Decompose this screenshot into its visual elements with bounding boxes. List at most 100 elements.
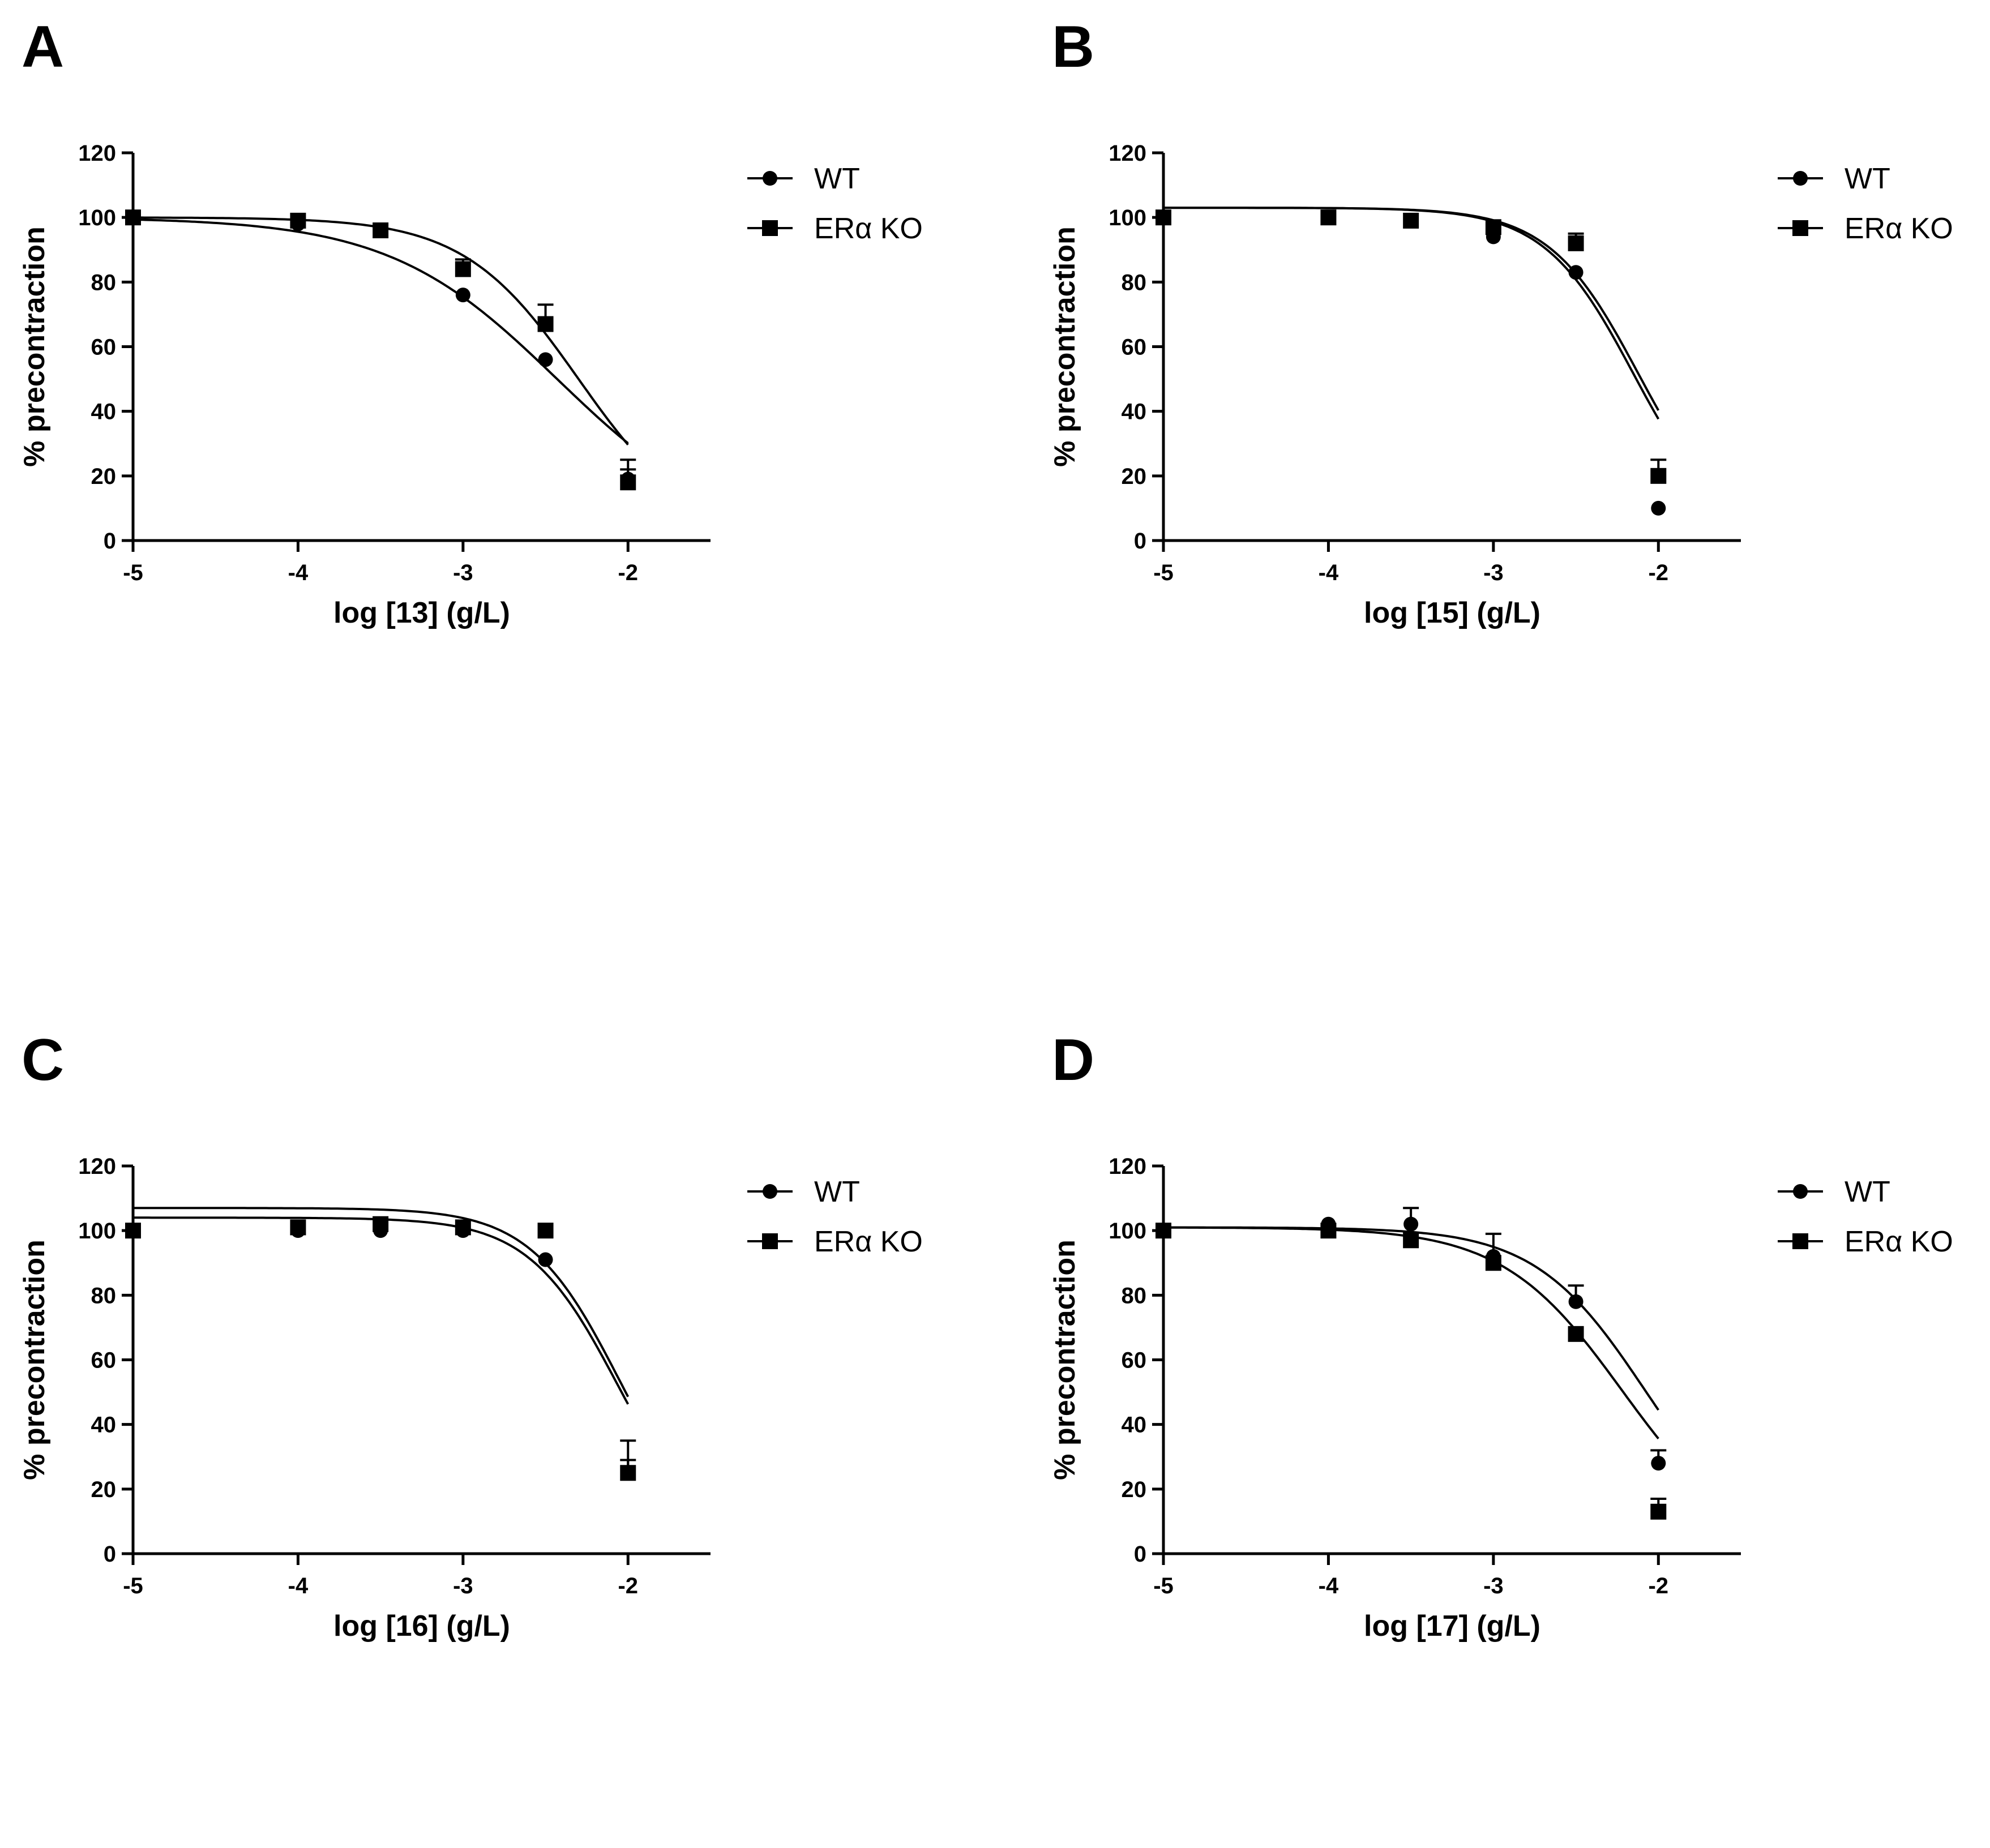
x-tick-label: -3: [1483, 560, 1504, 585]
y-axis-title: % precontraction: [1049, 226, 1081, 467]
legend-label: WT: [814, 162, 860, 195]
legend-marker-era-ko: [1792, 220, 1808, 236]
chart-svg: D 0 20 40 60 80 100 120 -5 -4 -3 -2 log [17] (g/L) % …: [1049, 1027, 1953, 1643]
x-axis-title: log [13] (g/L): [333, 597, 510, 629]
y-tick-label: 60: [91, 335, 117, 360]
fit-curve-era-ko: [133, 216, 629, 445]
x-tick-label: -2: [618, 560, 638, 585]
data-point-era-ko: [1403, 1232, 1419, 1249]
figure: A 0 20 40 60 80 100 120 -5 -4 -3 -2 log [13] (g/L) % …: [18, 14, 1953, 1643]
y-tick-label: 100: [1109, 205, 1146, 230]
y-tick-label: 100: [78, 1219, 116, 1244]
panel-c: C 0 20 40 60 80 100 120 -5 -4 -3 -2 log [16] (g/L) % …: [0, 1013, 995, 1848]
x-axis-title: log [16] (g/L): [333, 1610, 510, 1643]
chart-svg: B 0 20 40 60 80 100 120 -5 -4 -3 -2 log [15] (g/L) % …: [1049, 14, 1953, 629]
data-point-era-ko: [455, 1219, 471, 1236]
legend-label: ERα KO: [1845, 1225, 1953, 1258]
x-tick-label: -3: [1483, 1573, 1504, 1598]
legend-marker-era-ko: [762, 220, 778, 236]
y-tick-label: 0: [104, 529, 116, 554]
y-tick-label: 40: [91, 1413, 117, 1438]
fit-curve-era-ko: [1163, 207, 1660, 411]
legend-marker-wt: [763, 1184, 777, 1199]
fit-curve-wt: [1163, 207, 1660, 420]
legend-label: ERα KO: [1845, 212, 1953, 245]
data-point-era-ko: [537, 316, 554, 332]
y-axis-title: % precontraction: [18, 1240, 51, 1480]
y-tick-label: 80: [91, 270, 117, 295]
fit-curve-era-ko: [1163, 1226, 1659, 1439]
y-tick-label: 0: [104, 1542, 116, 1567]
y-tick-label: 60: [1122, 335, 1147, 360]
y-tick-label: 80: [91, 1283, 117, 1308]
legend-label: WT: [814, 1176, 860, 1208]
x-tick-label: -4: [1319, 1573, 1339, 1598]
data-point-wt: [1568, 1294, 1584, 1309]
y-tick-label: 60: [91, 1348, 117, 1373]
data-point-era-ko: [373, 222, 389, 238]
data-point-wt: [538, 1252, 553, 1267]
x-tick-label: -5: [1153, 560, 1174, 585]
data-point-era-ko: [537, 1223, 554, 1239]
y-tick-label: 20: [91, 464, 117, 489]
data-point-era-ko: [1650, 468, 1667, 484]
panel-letter: B: [1052, 14, 1094, 80]
data-point-era-ko: [1403, 212, 1419, 229]
legend-label: WT: [1845, 162, 1890, 195]
x-axis-title: log [15] (g/L): [1364, 597, 1540, 629]
panel-letter: C: [22, 1027, 64, 1093]
chart-svg: C 0 20 40 60 80 100 120 -5 -4 -3 -2 log [16] (g/L) % …: [18, 1027, 923, 1643]
data-point-era-ko: [373, 1216, 389, 1232]
panel-letter: D: [1052, 1027, 1094, 1093]
fit-curve-wt: [132, 218, 629, 444]
legend-marker-wt: [1793, 1184, 1808, 1199]
y-tick-label: 80: [1122, 1283, 1147, 1308]
x-tick-label: -5: [123, 560, 143, 585]
y-tick-label: 20: [1122, 1477, 1147, 1502]
y-tick-label: 60: [1122, 1348, 1147, 1373]
data-point-era-ko: [1320, 1223, 1337, 1239]
x-tick-label: -5: [1153, 1573, 1174, 1598]
fit-curve-wt: [1163, 1226, 1659, 1411]
y-tick-label: 120: [1109, 1154, 1146, 1179]
x-tick-label: -3: [453, 560, 473, 585]
panel-d: D 0 20 40 60 80 100 120 -5 -4 -3 -2 log [17] (g/L) % …: [1030, 1013, 1990, 1848]
x-tick-label: -5: [123, 1573, 143, 1598]
legend-marker-wt: [763, 171, 777, 186]
x-axis-title: log [17] (g/L): [1364, 1610, 1540, 1643]
legend-label: WT: [1845, 1176, 1890, 1208]
x-tick-label: -4: [288, 1573, 309, 1598]
x-tick-label: -4: [1319, 560, 1339, 585]
legend-label: ERα KO: [814, 212, 923, 245]
legend-marker-wt: [1793, 171, 1808, 186]
data-point-wt: [1651, 500, 1666, 516]
y-tick-label: 40: [1122, 1413, 1147, 1438]
x-tick-label: -2: [1648, 560, 1668, 585]
data-point-era-ko: [290, 1219, 306, 1236]
panel-letter: A: [22, 14, 64, 80]
fit-curve-era-ko: [133, 1216, 630, 1405]
y-tick-label: 20: [1122, 464, 1147, 489]
y-tick-label: 120: [1109, 141, 1146, 166]
data-point-wt: [1651, 1456, 1666, 1471]
data-point-era-ko: [620, 474, 636, 491]
data-point-era-ko: [1156, 1223, 1171, 1239]
y-tick-label: 20: [91, 1477, 117, 1502]
y-tick-label: 40: [1122, 400, 1147, 425]
y-tick-label: 120: [78, 141, 116, 166]
legend-marker-era-ko: [762, 1233, 778, 1249]
data-point-era-ko: [1568, 1326, 1584, 1342]
y-axis-title: % precontraction: [1049, 1240, 1081, 1480]
data-point-era-ko: [1485, 219, 1501, 235]
y-tick-label: 0: [1134, 1542, 1146, 1567]
y-tick-label: 100: [1109, 1219, 1146, 1244]
x-tick-label: -2: [1648, 1573, 1668, 1598]
data-point-era-ko: [290, 212, 306, 229]
legend-marker-era-ko: [1792, 1233, 1808, 1249]
x-tick-label: -4: [288, 560, 309, 585]
data-point-era-ko: [1156, 209, 1171, 226]
y-tick-label: 0: [1134, 529, 1146, 554]
data-point-era-ko: [1485, 1255, 1501, 1271]
data-point-wt: [1403, 1216, 1419, 1232]
data-point-era-ko: [1650, 1503, 1667, 1520]
